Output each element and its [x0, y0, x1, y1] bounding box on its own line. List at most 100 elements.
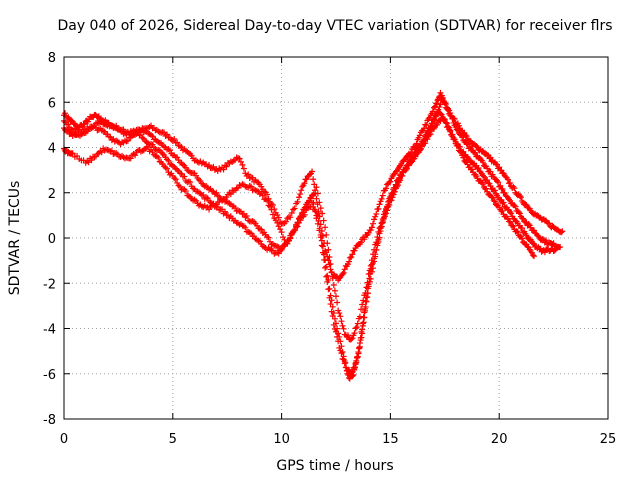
data-point-marker [271, 206, 278, 213]
data-point-marker [429, 108, 436, 115]
data-point-marker [519, 235, 526, 242]
data-point-marker [354, 354, 361, 361]
data-point-marker [301, 180, 308, 187]
data-point-marker [242, 170, 249, 177]
data-point-marker [399, 172, 406, 179]
data-point-marker [177, 143, 184, 150]
data-point-marker [442, 119, 449, 126]
data-point-marker [309, 199, 316, 206]
data-point-marker [441, 99, 448, 106]
data-point-marker [312, 208, 319, 215]
data-point-marker [369, 259, 376, 266]
data-point-marker [397, 177, 404, 184]
data-point-marker [287, 214, 294, 221]
y-tick-label: -2 [43, 277, 56, 292]
data-point-marker [516, 193, 523, 200]
data-point-marker [264, 197, 271, 204]
data-point-marker [343, 364, 350, 371]
data-point-marker [369, 220, 376, 227]
data-point-marker [422, 140, 429, 147]
data-point-marker [124, 137, 131, 144]
data-point-marker [266, 203, 273, 210]
data-point-marker [223, 163, 230, 170]
data-point-marker [340, 353, 347, 360]
y-axis-label: SDTVAR / TECUs [7, 181, 23, 296]
data-point-marker [237, 158, 244, 165]
data-point-marker [314, 220, 321, 227]
data-point-marker [343, 367, 350, 374]
data-point-marker [349, 335, 356, 342]
data-point-marker [373, 210, 380, 217]
data-point-marker [517, 194, 524, 201]
data-point-marker [504, 215, 511, 222]
data-point-marker [224, 212, 231, 219]
data-point-marker [108, 147, 115, 154]
data-point-marker [430, 116, 437, 123]
data-point-marker [492, 160, 499, 167]
data-point-marker [504, 176, 511, 183]
data-point-marker [213, 189, 220, 196]
data-point-marker [391, 188, 398, 195]
x-tick-label: 15 [382, 432, 399, 447]
data-point-marker [187, 179, 194, 186]
data-point-marker [484, 177, 491, 184]
data-point-marker [243, 212, 250, 219]
y-tick-label: 6 [48, 96, 56, 111]
data-point-marker [433, 100, 440, 107]
data-point-marker [265, 234, 272, 241]
data-point-marker [356, 344, 363, 351]
data-point-marker [445, 106, 452, 113]
data-point-marker [322, 256, 329, 263]
data-point-marker [245, 171, 252, 178]
data-point-marker [350, 371, 357, 378]
data-point-marker [359, 301, 366, 308]
data-point-marker [402, 167, 409, 174]
data-point-marker [338, 343, 345, 350]
data-point-marker [174, 139, 181, 146]
data-point-marker [389, 194, 396, 201]
data-point-marker [383, 185, 390, 192]
data-point-marker [451, 136, 458, 143]
data-point-marker [166, 147, 173, 154]
data-point-marker [511, 185, 518, 192]
data-point-marker [162, 164, 169, 171]
data-point-marker [381, 213, 388, 220]
data-point-marker [297, 191, 304, 198]
y-tick-label: -4 [43, 323, 56, 338]
data-point-marker [542, 237, 549, 244]
data-point-marker [473, 142, 480, 149]
data-point-marker [339, 322, 346, 329]
data-point-marker [155, 154, 162, 161]
data-point-marker [374, 240, 381, 247]
data-point-marker [449, 114, 456, 121]
data-point-marker [320, 217, 327, 224]
data-point-marker [326, 285, 333, 292]
x-axis-label: GPS time / hours [276, 458, 393, 474]
data-point-marker [331, 315, 338, 322]
data-point-marker [248, 183, 255, 190]
data-point-marker [484, 165, 491, 172]
data-point-marker [386, 201, 393, 208]
data-point-marker [264, 191, 271, 198]
data-point-marker [277, 226, 284, 233]
data-point-marker [496, 164, 503, 171]
data-point-marker [81, 120, 88, 127]
data-point-marker [325, 246, 332, 253]
data-point-marker [74, 152, 81, 159]
data-point-marker [347, 254, 354, 261]
data-point-marker [516, 210, 523, 217]
data-point-marker [337, 338, 344, 345]
data-point-marker [472, 149, 479, 156]
x-tick-label: 20 [491, 432, 508, 447]
data-point-marker [340, 325, 347, 332]
y-tick-label: -8 [43, 413, 56, 428]
data-point-marker [412, 153, 419, 160]
data-point-marker [514, 228, 521, 235]
data-point-marker [172, 176, 179, 183]
data-point-marker [416, 132, 423, 139]
data-point-marker [404, 161, 411, 168]
data-point-marker [314, 212, 321, 219]
data-point-marker [68, 150, 75, 157]
data-point-marker [507, 208, 514, 215]
